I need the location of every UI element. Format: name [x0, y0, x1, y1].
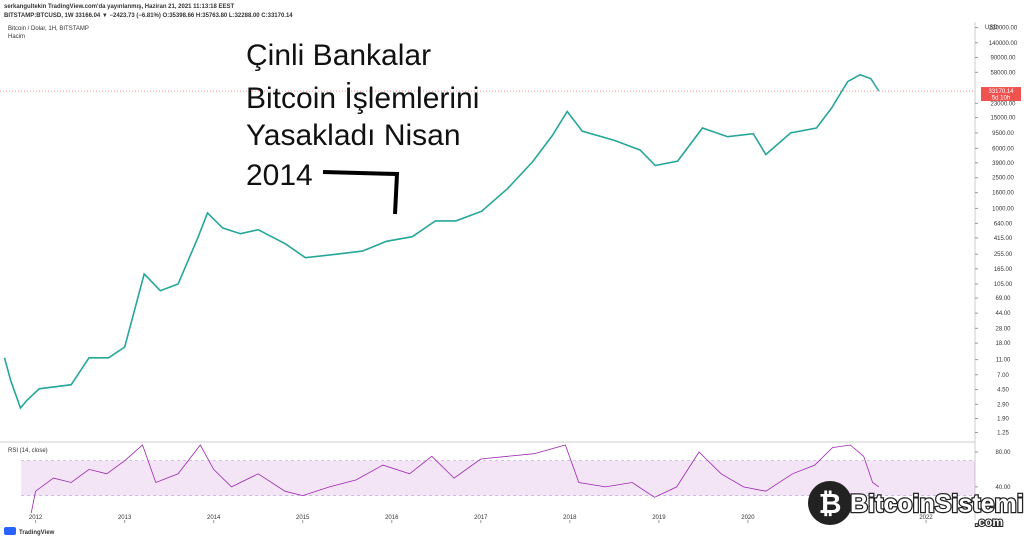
brand: TradingView — [19, 530, 55, 536]
watermark-domain: .com — [975, 515, 1003, 529]
watermark-name: BitcoinSistemi — [850, 490, 1024, 518]
annotation: Bitcoin İşlemlerini — [246, 82, 479, 115]
y-tick-label: 4.50 — [997, 388, 1009, 394]
y-tick-label: 3900.00 — [992, 161, 1014, 167]
last-price-label: 33170.14 — [988, 89, 1014, 95]
rsi-line — [30, 444, 880, 514]
y-tick-label: 165.00 — [994, 267, 1013, 273]
x-tick-label: 2020 — [741, 515, 755, 521]
currency: USD — [985, 25, 998, 31]
y-tick-label: 40.00 — [995, 485, 1011, 491]
x-tick-label: 2012 — [29, 515, 43, 521]
y-tick-label: 90000.00 — [990, 56, 1016, 62]
x-tick-label: 2022 — [919, 515, 933, 521]
y-tick-label: 9500.00 — [992, 131, 1014, 137]
x-tick-label: 2014 — [207, 515, 221, 521]
y-tick-label: 7.00 — [997, 373, 1009, 379]
x-tick-label: 2017 — [474, 515, 488, 521]
y-tick-label: 23000.00 — [990, 101, 1016, 107]
y-tick-label: 2.90 — [997, 402, 1009, 408]
annotation: Yasakladı Nisan — [246, 119, 461, 152]
y-tick-label: 15000.00 — [990, 116, 1016, 122]
y-tick-label: 140000.00 — [989, 41, 1018, 47]
watermark-icon: ₿ — [819, 488, 842, 519]
brand-logo — [4, 527, 16, 535]
y-tick-label: 1.90 — [997, 416, 1009, 422]
y-tick-label: 80.00 — [995, 450, 1011, 456]
x-tick-label: 2016 — [385, 515, 399, 521]
volume-label: Hacim — [8, 34, 25, 40]
x-tick-label: 2013 — [118, 515, 132, 521]
y-tick-label: 6000.00 — [992, 146, 1014, 152]
y-tick-label: 44.00 — [995, 311, 1011, 317]
countdown: 5d 10h — [992, 96, 1010, 102]
y-tick-label: 640.00 — [994, 221, 1013, 227]
y-tick-label: 415.00 — [994, 236, 1013, 242]
annotation-arrow — [322, 170, 400, 215]
y-tick-label: 58000.00 — [990, 70, 1016, 76]
y-tick-label: 255.00 — [994, 252, 1013, 258]
y-tick-label: 1600.00 — [992, 191, 1014, 197]
x-tick-label: 2015 — [296, 515, 310, 521]
last-price-tag — [981, 87, 1021, 102]
watermark-logo — [808, 481, 852, 525]
x-tick-label: 2018 — [563, 515, 577, 521]
y-tick-label: 1000.00 — [992, 206, 1014, 212]
annotation: Çinli Bankalar — [246, 39, 431, 72]
y-tick-label: 28.00 — [995, 326, 1011, 332]
annotation: 2014 — [246, 159, 313, 192]
pair: Bitcoin / Dolar, 1H, BITSTAMP — [8, 26, 89, 32]
y-tick-label: 2500.00 — [992, 176, 1014, 182]
watermark: ₿ BitcoinSistemi .com — [808, 481, 1024, 530]
symbol-line: BITSTAMP:BTCUSD, 1W 33166.04 ▼ −2423.73 … — [4, 13, 293, 19]
y-tick-label: 220000.00 — [989, 26, 1018, 32]
price-line — [3, 73, 880, 410]
y-tick-label: 18.00 — [995, 341, 1011, 347]
rsi-title: RSI (14, close) — [8, 448, 48, 454]
y-tick-label: 105.00 — [994, 282, 1013, 288]
x-tick-label: 2019 — [652, 515, 666, 521]
y-tick-label: 69.00 — [995, 296, 1011, 302]
y-tick-label: 11.00 — [996, 358, 1011, 364]
author-line: serkangultekin TradingView.com'da yayınl… — [4, 4, 235, 10]
y-tick-label: 1.25 — [997, 431, 1009, 437]
